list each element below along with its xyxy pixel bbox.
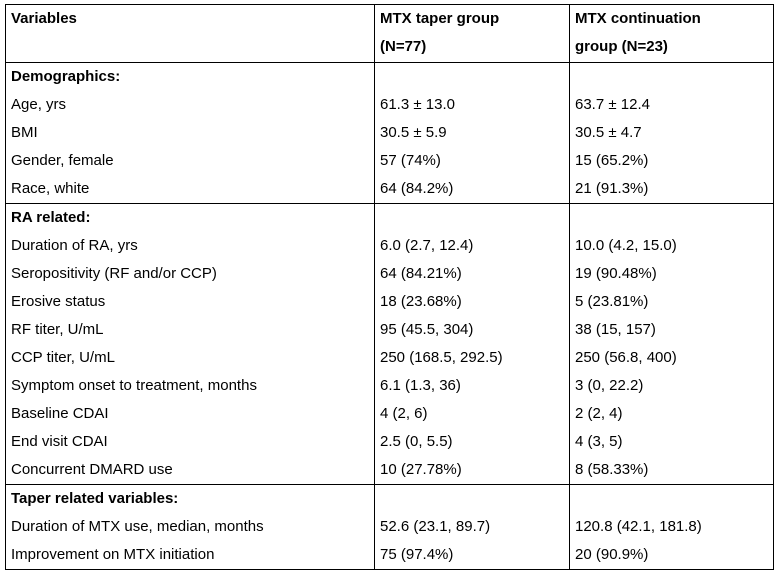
table-row: Symptom onset to treatment, months 6.1 (1…: [5, 372, 774, 400]
table-cell: 3 (0, 22.2): [569, 372, 774, 400]
table-cell: 8 (58.33%): [569, 456, 774, 485]
table-cell: Baseline CDAI: [5, 400, 375, 428]
table-cell: Seropositivity (RF and/or CCP): [5, 260, 375, 288]
table-row: Concurrent DMARD use 10 (27.78%) 8 (58.33%…: [5, 456, 774, 485]
section-title: Demographics:: [5, 62, 375, 91]
header-text: (N=77): [380, 38, 427, 55]
table-cell: 5 (23.81%): [569, 288, 774, 316]
table-cell: 21 (91.3%): [569, 175, 774, 204]
table-cell: 250 (56.8, 400): [569, 344, 774, 372]
empty-cell: [569, 62, 774, 91]
header-text: MTX continuation: [575, 10, 701, 27]
section-title: Taper related variables:: [5, 484, 375, 513]
table-cell: 57 (74%): [374, 147, 570, 175]
header-cell: Variables: [5, 4, 375, 63]
table-cell: Symptom onset to treatment, months: [5, 372, 375, 400]
table-row: BMI 30.5 ± 5.9 30.5 ± 4.7: [5, 119, 774, 147]
header-cell: MTX continuation group (N=23): [569, 4, 774, 63]
empty-cell: [374, 484, 570, 513]
table-row: Duration of RA, yrs 6.0 (2.7, 12.4) 10.0 (…: [5, 232, 774, 260]
table-cell: BMI: [5, 119, 375, 147]
table-cell: 64 (84.21%): [374, 260, 570, 288]
table-cell: 95 (45.5, 304): [374, 316, 570, 344]
table-cell: 10.0 (4.2, 15.0): [569, 232, 774, 260]
table-row: Erosive status 18 (23.68%) 5 (23.81%): [5, 288, 774, 316]
data-table: Variables MTX taper group (N=77) MTX contin…: [5, 4, 774, 570]
table-cell: Duration of RA, yrs: [5, 232, 375, 260]
table-cell: 63.7 ± 12.4: [569, 91, 774, 119]
table-cell: 30.5 ± 5.9: [374, 119, 570, 147]
table-row: RF titer, U/mL 95 (45.5, 304) 38 (15, 157): [5, 316, 774, 344]
table-cell: Race, white: [5, 175, 375, 204]
table-row: Seropositivity (RF and/or CCP) 64 (84.21%…: [5, 260, 774, 288]
empty-cell: [569, 484, 774, 513]
header-text: group (N=23): [575, 38, 668, 55]
table-cell: Gender, female: [5, 147, 375, 175]
table-cell: 18 (23.68%): [374, 288, 570, 316]
table-cell: Erosive status: [5, 288, 375, 316]
table-cell: 15 (65.2%): [569, 147, 774, 175]
table-cell: 30.5 ± 4.7: [569, 119, 774, 147]
table-row: Age, yrs 61.3 ± 13.0 63.7 ± 12.4: [5, 91, 774, 119]
table-cell: 75 (97.4%): [374, 541, 570, 570]
table-cell: 64 (84.2%): [374, 175, 570, 204]
table-cell: 61.3 ± 13.0: [374, 91, 570, 119]
table-cell: 52.6 (23.1, 89.7): [374, 513, 570, 541]
table-cell: 6.1 (1.3, 36): [374, 372, 570, 400]
table-cell: 4 (2, 6): [374, 400, 570, 428]
table-cell: 250 (168.5, 292.5): [374, 344, 570, 372]
table-row: Duration of MTX use, median, months 52.6 …: [5, 513, 774, 541]
table-row: Gender, female 57 (74%) 15 (65.2%): [5, 147, 774, 175]
empty-cell: [374, 203, 570, 232]
table-cell: 4 (3, 5): [569, 428, 774, 456]
table-row: End visit CDAI 2.5 (0, 5.5) 4 (3, 5): [5, 428, 774, 456]
header-text: MTX taper group: [380, 10, 500, 27]
table-cell: 120.8 (42.1, 181.8): [569, 513, 774, 541]
table-cell: 2 (2, 4): [569, 400, 774, 428]
table-row: CCP titer, U/mL 250 (168.5, 292.5) 250 (56…: [5, 344, 774, 372]
table-cell: Duration of MTX use, median, months: [5, 513, 375, 541]
section-row: RA related:: [5, 203, 774, 232]
section-row: Taper related variables:: [5, 484, 774, 513]
table-cell: Improvement on MTX initiation: [5, 541, 375, 570]
table-cell: 19 (90.48%): [569, 260, 774, 288]
table-cell: Age, yrs: [5, 91, 375, 119]
table-cell: Concurrent DMARD use: [5, 456, 375, 485]
empty-cell: [374, 62, 570, 91]
header-row: Variables MTX taper group (N=77) MTX contin…: [5, 4, 774, 63]
table-cell: CCP titer, U/mL: [5, 344, 375, 372]
table-row: Improvement on MTX initiation 75 (97.4%) 2…: [5, 541, 774, 570]
section-row: Demographics:: [5, 62, 774, 91]
table-cell: 38 (15, 157): [569, 316, 774, 344]
section-title: RA related:: [5, 203, 375, 232]
table-cell: 6.0 (2.7, 12.4): [374, 232, 570, 260]
table-cell: 2.5 (0, 5.5): [374, 428, 570, 456]
table-cell: 10 (27.78%): [374, 456, 570, 485]
table-row: Race, white 64 (84.2%) 21 (91.3%): [5, 175, 774, 204]
table-cell: RF titer, U/mL: [5, 316, 375, 344]
header-text: Variables: [11, 10, 77, 27]
table-row: Baseline CDAI 4 (2, 6) 2 (2, 4): [5, 400, 774, 428]
table-cell: 20 (90.9%): [569, 541, 774, 570]
header-cell: MTX taper group (N=77): [374, 4, 570, 63]
empty-cell: [569, 203, 774, 232]
table-cell: End visit CDAI: [5, 428, 375, 456]
